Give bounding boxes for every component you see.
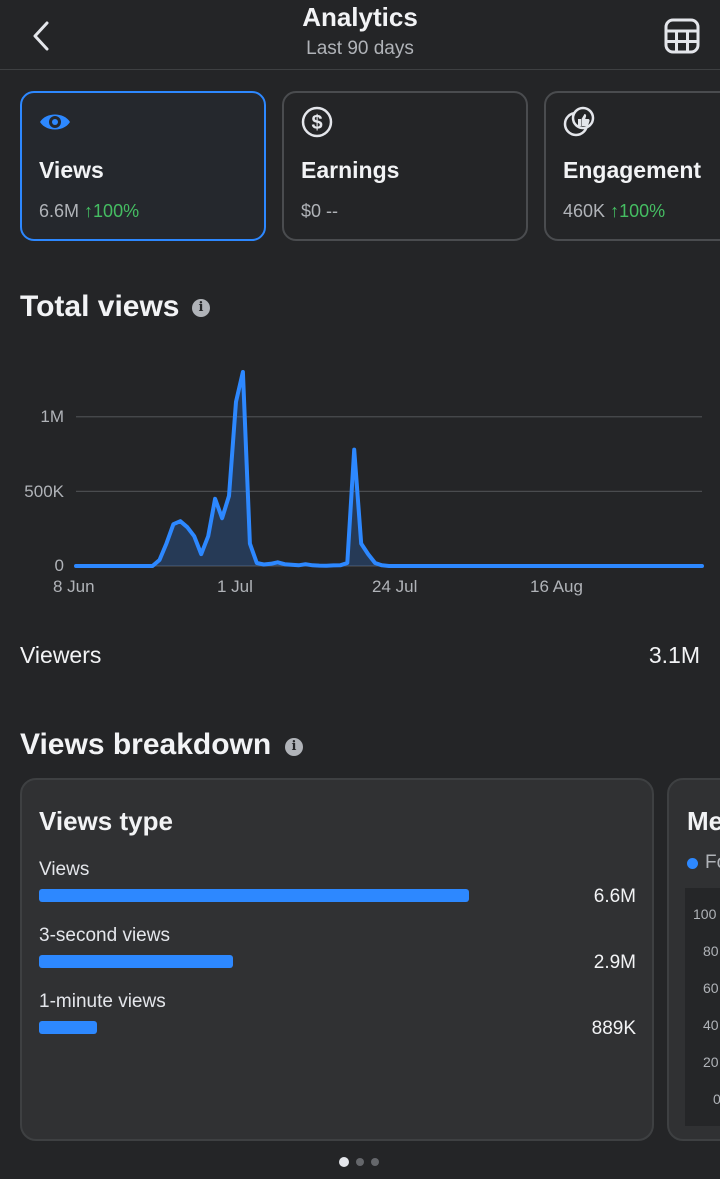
- x-tick-label: 24 Jul: [372, 577, 418, 596]
- 1-minute-views-bar: [39, 1021, 97, 1034]
- calculator-button[interactable]: [658, 12, 706, 60]
- 3-second-views-bar: [39, 955, 233, 968]
- change-up: ↑100%: [84, 201, 140, 221]
- bar-value: 2.9M: [593, 952, 636, 973]
- views-breakdown-title: Views breakdown: [20, 728, 272, 761]
- bar-value: 6.6M: [593, 886, 636, 907]
- arrow-up-icon: ↑: [84, 201, 94, 221]
- back-button[interactable]: [20, 14, 64, 58]
- chevron-left-icon: [33, 21, 49, 51]
- calculator-icon: [664, 18, 700, 54]
- dollar-icon: $: [300, 105, 334, 139]
- views-area: [76, 372, 702, 566]
- pager-dot[interactable]: [356, 1158, 364, 1166]
- metric-value: 460K ↑100%: [563, 201, 666, 221]
- partial-breakdown-card[interactable]: Me Fo 100 80 60 40 20 0: [667, 778, 720, 1141]
- viewers-label: Viewers: [20, 642, 102, 668]
- change-none: --: [326, 201, 339, 221]
- metric-value: 6.6M ↑100%: [39, 201, 140, 221]
- viewers-value: 3.1M: [648, 642, 700, 668]
- y-tick-label: 60: [703, 980, 719, 996]
- metric-label: Engagement: [563, 157, 702, 183]
- pager-dot[interactable]: [339, 1157, 349, 1167]
- date-range-subtitle: Last 90 days: [306, 38, 414, 59]
- metric-card-earnings[interactable]: $ Earnings $0 --: [282, 91, 528, 241]
- eye-icon: [38, 105, 72, 139]
- bar-label: 1-minute views: [39, 991, 166, 1012]
- x-tick-label: 8 Jun: [53, 577, 95, 596]
- header-divider: [0, 69, 720, 70]
- thumbs-up-icon: [562, 105, 596, 139]
- info-icon[interactable]: i: [192, 299, 210, 317]
- metric-value: $0 --: [301, 201, 339, 221]
- mini-chart-area: [685, 888, 720, 1126]
- bar-label: 3-second views: [39, 925, 170, 946]
- pager-dot[interactable]: [371, 1158, 379, 1166]
- y-tick-label: 1M: [40, 407, 64, 426]
- y-tick-label: 0: [54, 556, 64, 575]
- legend-label: Fo: [705, 852, 720, 873]
- card-title: Me: [687, 806, 720, 836]
- x-tick-label: 16 Aug: [530, 577, 583, 596]
- card-title: Views type: [39, 806, 173, 836]
- y-tick-label: 500K: [24, 482, 64, 501]
- legend-dot: [687, 858, 698, 869]
- metric-card-engagement[interactable]: Engagement 460K ↑100%: [544, 91, 720, 241]
- metric-label: Earnings: [301, 157, 400, 183]
- total-views-chart: [74, 370, 704, 568]
- y-tick-label: 0: [713, 1091, 720, 1107]
- views-bar: [39, 889, 469, 902]
- bar-label: Views: [39, 859, 90, 880]
- info-icon[interactable]: i: [285, 738, 303, 756]
- bar-value: 889K: [591, 1018, 636, 1039]
- change-up: ↑100%: [610, 201, 666, 221]
- page-title: Analytics: [302, 2, 418, 32]
- y-tick-label: 40: [703, 1017, 719, 1033]
- svg-text:$: $: [311, 112, 322, 134]
- arrow-up-icon: ↑: [610, 201, 620, 221]
- views-type-card[interactable]: Views type Views 6.6M 3-second views 2.9…: [20, 778, 654, 1141]
- views-line: [74, 370, 704, 568]
- y-tick-label: 80: [703, 943, 719, 959]
- y-tick-label: 20: [703, 1054, 719, 1070]
- metric-label: Views: [39, 157, 104, 183]
- metric-card-views[interactable]: Views 6.6M ↑100%: [20, 91, 266, 241]
- y-tick-label: 100: [693, 906, 717, 922]
- total-views-title: Total views: [20, 290, 180, 323]
- x-tick-label: 1 Jul: [217, 577, 253, 596]
